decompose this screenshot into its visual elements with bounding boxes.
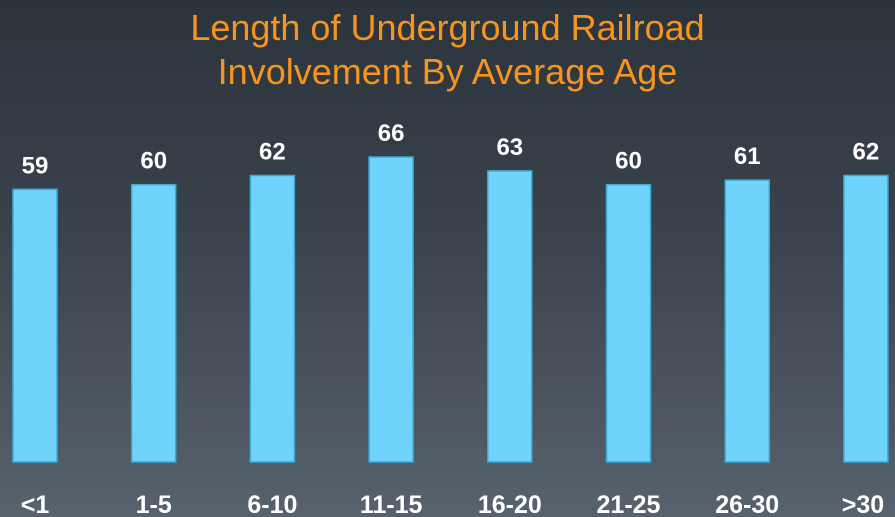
value-label-3: 62: [259, 139, 286, 166]
value-label-8: 62: [853, 139, 880, 166]
x-tick-label-2: 1-5: [136, 491, 172, 517]
x-tick-label-8: >30: [842, 491, 884, 517]
bar-6: [605, 183, 652, 463]
chart-title: Length of Underground Railroad Involveme…: [0, 6, 895, 94]
value-label-6: 60: [615, 148, 642, 175]
x-tick-label-6: 21-25: [597, 491, 661, 517]
chart-title-line-1: Length of Underground Railroad: [190, 7, 705, 48]
value-label-7: 61: [734, 143, 761, 170]
value-label-1: 59: [22, 152, 49, 179]
chart-title-line-2: Involvement By Average Age: [217, 51, 678, 92]
bar-2: [130, 183, 177, 463]
bar-5: [487, 170, 533, 463]
x-tick-labels-group: <1 1-5 6-10 11-15 16-20 21-25 26-30 >30: [21, 491, 884, 517]
x-tick-label-4: 11-15: [360, 491, 423, 517]
x-tick-label-5: 16-20: [478, 491, 542, 517]
bar-4: [368, 156, 414, 463]
x-tick-label-7: 26-30: [715, 491, 779, 517]
bar-8: [843, 174, 889, 463]
value-label-4: 66: [378, 120, 405, 147]
bar-3: [249, 174, 296, 463]
bar-1: [12, 188, 58, 463]
x-tick-label-3: 6-10: [247, 491, 297, 517]
bar-7: [724, 179, 770, 463]
value-label-2: 60: [140, 148, 167, 175]
x-tick-label-1: <1: [21, 491, 50, 517]
bars-group: [12, 156, 889, 463]
value-labels-group: 59 60 62 66 63 60 61 62: [22, 120, 880, 179]
value-label-5: 63: [496, 134, 523, 161]
